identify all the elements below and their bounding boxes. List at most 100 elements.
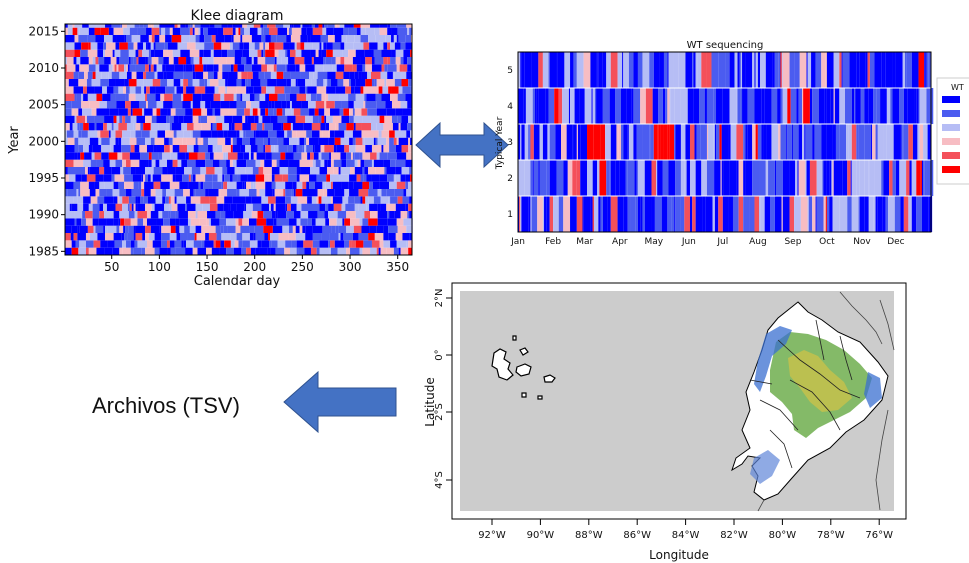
klee-cell — [119, 211, 129, 219]
klee-cell — [83, 123, 89, 131]
klee-cell — [92, 71, 96, 79]
wt-cell — [747, 88, 755, 124]
wt-x-tick-label: Jul — [716, 237, 728, 247]
klee-cell — [227, 189, 237, 197]
wt-cell — [673, 52, 679, 88]
wt-cell — [789, 160, 796, 196]
klee-cell — [81, 218, 86, 226]
klee-cell — [285, 93, 290, 101]
klee-cell — [237, 71, 242, 79]
klee-cell — [201, 240, 205, 248]
klee-cell — [263, 167, 272, 175]
klee-cell — [271, 240, 278, 248]
wt-cell — [775, 160, 783, 196]
klee-cell — [271, 152, 281, 160]
wt-cell — [881, 52, 884, 88]
wt-cell — [764, 88, 772, 124]
klee-x-tick-label: 250 — [291, 260, 314, 274]
klee-cell — [169, 123, 172, 131]
wt-cell — [617, 196, 624, 232]
wt-cell — [716, 124, 720, 160]
klee-cell — [126, 86, 130, 94]
wt-cell — [823, 196, 826, 232]
wt-cell — [831, 160, 833, 196]
klee-cell — [371, 64, 382, 72]
klee-cell — [88, 64, 96, 72]
wt-cell — [774, 196, 782, 232]
wt-cell — [675, 196, 681, 232]
klee-cell — [396, 181, 406, 189]
klee-cell — [215, 225, 221, 233]
klee-cell — [134, 145, 140, 153]
wt-cell — [570, 196, 577, 232]
wt-cell — [803, 88, 810, 124]
klee-cell — [108, 64, 113, 72]
klee-cell — [142, 108, 145, 116]
klee-cell — [333, 203, 342, 211]
klee-cell — [125, 101, 131, 109]
klee-cell — [65, 196, 74, 204]
klee-cell — [371, 49, 374, 57]
klee-cell — [333, 167, 339, 175]
klee-cell — [257, 211, 264, 219]
klee-cell — [283, 42, 290, 50]
wt-cell — [899, 160, 905, 196]
klee-cell — [187, 130, 191, 138]
klee-cell — [115, 137, 119, 145]
klee-cell — [254, 93, 260, 101]
klee-cell — [319, 86, 327, 94]
klee-cell — [315, 159, 321, 167]
klee-cell — [324, 159, 328, 167]
wt-cell — [826, 88, 831, 124]
klee-cell — [207, 137, 218, 145]
klee-cell — [135, 64, 146, 72]
wt-legend-title: WT — [951, 83, 964, 92]
klee-cell — [106, 101, 117, 109]
klee-cell — [247, 71, 253, 79]
klee-cell — [251, 64, 262, 72]
klee-cell — [169, 181, 180, 189]
klee-cell — [148, 152, 152, 160]
klee-cell — [311, 57, 314, 65]
klee-cell — [399, 64, 403, 72]
klee-cell — [236, 93, 241, 101]
klee-cell — [218, 57, 227, 65]
klee-cell — [339, 108, 344, 116]
klee-cell — [310, 49, 316, 57]
klee-cell — [335, 86, 346, 94]
klee-cell — [380, 247, 387, 255]
klee-cell — [165, 35, 172, 43]
klee-cell — [291, 108, 294, 116]
klee-cell — [204, 240, 214, 248]
klee-cell — [144, 181, 154, 189]
klee-cell — [154, 49, 164, 57]
wt-cell — [518, 88, 524, 124]
wt-cell — [924, 160, 927, 196]
wt-cell — [752, 52, 755, 88]
klee-cell — [316, 174, 327, 182]
klee-cell — [384, 167, 387, 175]
klee-cell — [326, 174, 331, 182]
klee-cell — [391, 115, 398, 123]
klee-cell — [186, 196, 191, 204]
klee-cell — [111, 24, 121, 28]
klee-cell — [368, 35, 376, 43]
klee-cell — [67, 189, 77, 197]
wt-cell — [780, 88, 783, 124]
klee-cell — [327, 167, 334, 175]
klee-cell — [334, 101, 342, 109]
klee-cell — [196, 233, 206, 241]
klee-cell — [323, 189, 328, 197]
klee-cell — [73, 159, 84, 167]
klee-cell — [109, 137, 116, 145]
klee-cell — [182, 137, 187, 145]
klee-cell — [80, 181, 89, 189]
klee-cell — [158, 57, 164, 65]
klee-cell — [128, 57, 131, 65]
wt-cell — [757, 52, 761, 88]
klee-cell — [285, 196, 291, 204]
klee-cell — [382, 86, 389, 94]
klee-cell — [256, 218, 267, 226]
wt-cell — [670, 88, 675, 124]
klee-cell — [307, 196, 312, 204]
